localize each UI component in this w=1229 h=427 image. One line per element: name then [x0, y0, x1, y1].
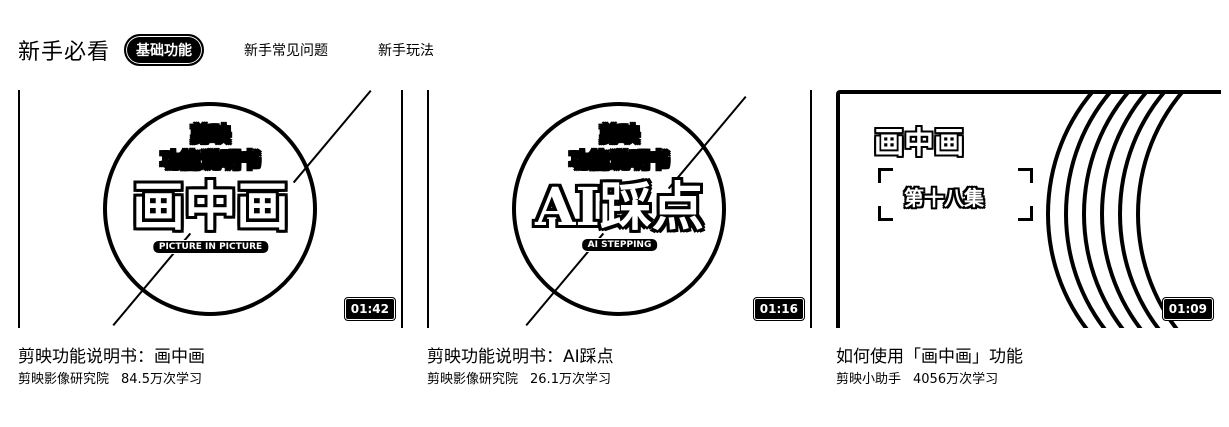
corner-bracket: [1018, 168, 1033, 183]
decorative-arc: [1136, 90, 1221, 328]
video-author[interactable]: 剪映小助手: [836, 372, 902, 387]
video-meta: 剪映影像研究院 84.5万次学习: [18, 368, 202, 387]
section-header: 新手必看 基础功能 新手常见问题 新手玩法: [18, 32, 474, 68]
decorative-arc: [1082, 90, 1221, 328]
thumb-frame: [836, 90, 1221, 328]
video-card[interactable]: 剪映 功能说明书 AI踩点 AI STEPPING 01:16 剪映功能说明书：…: [427, 90, 812, 387]
video-meta: 剪映影像研究院 26.1万次学习: [427, 368, 611, 387]
video-meta: 剪映小助手 4056万次学习: [836, 368, 998, 387]
duration-badge: 01:09: [1162, 298, 1213, 320]
corner-bracket: [878, 206, 893, 221]
video-thumbnail[interactable]: 剪映 功能说明书 画中画 PICTURE IN PICTURE 01:42: [18, 90, 403, 328]
thumb-big-title: 画中画: [874, 126, 964, 161]
video-title[interactable]: 剪映功能说明书：AI踩点: [427, 347, 614, 367]
thumb-line1: 剪映: [599, 122, 640, 147]
corner-bracket: [878, 168, 893, 183]
duration-badge: 01:16: [753, 298, 804, 320]
video-thumbnail[interactable]: 剪映 功能说明书 AI踩点 AI STEPPING 01:16: [427, 90, 812, 328]
section-title: 新手必看: [18, 40, 111, 65]
thumb-line2: 功能说明书: [569, 148, 670, 173]
video-views: 4056万次学习: [913, 372, 999, 387]
thumb-edge-line: [18, 90, 20, 328]
thumb-big-title: 画中画: [132, 177, 289, 238]
thumb-episode: 第十八集: [904, 186, 984, 210]
decorative-arc: [1064, 90, 1221, 328]
thumb-edge-line: [810, 90, 812, 328]
video-views: 84.5万次学习: [121, 372, 202, 387]
video-author[interactable]: 剪映影像研究院: [427, 372, 519, 387]
tab-common-questions[interactable]: 新手常见问题: [244, 43, 329, 59]
video-thumbnail[interactable]: 画中画 第十八集 01:09: [836, 90, 1221, 328]
thumb-circle: [512, 102, 726, 316]
tab-basic-features[interactable]: 基础功能: [124, 34, 205, 66]
decorative-arc: [1100, 90, 1221, 328]
video-card[interactable]: 剪映 功能说明书 画中画 PICTURE IN PICTURE 01:42 剪映…: [18, 90, 403, 387]
tab-beginner-play[interactable]: 新手玩法: [378, 43, 435, 59]
video-title[interactable]: 如何使用「画中画」功能: [836, 347, 1023, 367]
thumb-big-title: AI踩点: [535, 177, 704, 238]
thumb-line2: 功能说明书: [160, 148, 261, 173]
decorative-arc: [1046, 90, 1221, 328]
video-card[interactable]: 画中画 第十八集 01:09 如何使用「画中画」功能 剪映小助手 4056万次学习: [836, 90, 1221, 387]
duration-badge: 01:42: [344, 298, 395, 320]
thumb-edge-line: [427, 90, 429, 328]
thumb-circle: [103, 102, 317, 316]
video-author[interactable]: 剪映影像研究院: [18, 372, 110, 387]
corner-bracket: [1018, 206, 1033, 221]
thumb-line1: 剪映: [190, 122, 231, 147]
thumb-subtitle-pill: PICTURE IN PICTURE: [151, 240, 270, 254]
video-views: 26.1万次学习: [530, 372, 611, 387]
video-title[interactable]: 剪映功能说明书：画中画: [18, 347, 205, 367]
thumb-edge-line: [401, 90, 403, 328]
thumb-subtitle-pill: AI STEPPING: [580, 238, 659, 252]
decorative-arc: [1118, 90, 1221, 328]
